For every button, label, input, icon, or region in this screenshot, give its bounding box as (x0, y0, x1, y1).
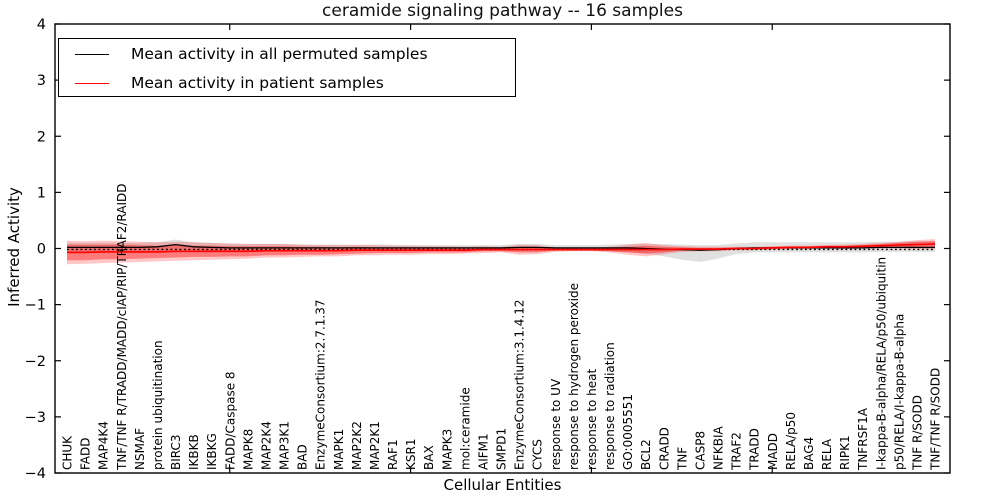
x-category-label: EnzymeConsortium:2.7.1.37 (314, 299, 328, 470)
x-category-label: BAD (296, 444, 310, 470)
x-category-label: RELA (820, 438, 834, 470)
x-category-label: TNF (675, 447, 689, 471)
x-category-label: protein ubiquitination (151, 340, 165, 470)
x-category-label: BAX (422, 445, 436, 470)
x-category-label: TNF R/SODD (910, 395, 924, 471)
x-category-label: MAPK3 (440, 429, 454, 470)
x-category-label: MAP2K1 (368, 421, 382, 470)
x-category-label: TNF/TNF R/TRADD/MADD/cIAP/RIP/TRAF2/RAID… (115, 184, 129, 472)
x-axis-label: Cellular Entities (443, 476, 562, 494)
x-category-label: response to hydrogen peroxide (567, 283, 581, 470)
x-category-label: BAG4 (802, 437, 816, 470)
y-tick-label: −3 (25, 410, 46, 426)
legend-label-permuted: Mean activity in all permuted samples (131, 44, 428, 63)
x-category-label: IKBKG (205, 433, 219, 470)
x-category-label: response to heat (585, 368, 599, 470)
x-category-label: SMPD1 (495, 428, 509, 470)
x-category-label: I-kappa-B-alpha/RELA/p50/ubiquitin (874, 257, 888, 470)
x-category-label: TRADD (748, 428, 762, 471)
x-category-label: mol:ceramide (458, 387, 472, 470)
x-category-label: response to UV (549, 378, 563, 470)
legend: Mean activity in all permuted samples Me… (58, 38, 516, 97)
x-category-label: AIFM1 (476, 433, 490, 470)
x-category-label: MAP3K1 (278, 421, 292, 470)
x-category-label: NFKBIA (712, 425, 726, 470)
x-category-label: FADD/Caspase 8 (223, 371, 237, 470)
x-category-label: FADD (79, 438, 93, 471)
chart-title: ceramide signaling pathway -- 16 samples (322, 1, 683, 21)
y-tick-label: 3 (37, 73, 46, 89)
y-tick-label: −2 (25, 354, 46, 370)
x-category-label: CRADD (657, 427, 671, 470)
x-category-label: MADD (766, 433, 780, 470)
x-category-label: RIPK1 (838, 435, 852, 470)
legend-item-permuted: Mean activity in all permuted samples (59, 40, 515, 69)
x-category-label: BCL2 (639, 439, 653, 470)
x-category-label: KSR1 (404, 439, 418, 470)
x-category-label: CYCS (531, 439, 545, 470)
y-tick-label: 1 (37, 185, 46, 201)
x-category-label: MAPK8 (241, 429, 255, 470)
x-category-label: RELA/p50 (784, 412, 798, 470)
x-category-label: TNFRSF1A (856, 407, 870, 471)
y-tick-label: 0 (37, 242, 46, 258)
x-category-label: MAP2K2 (350, 421, 364, 470)
x-category-label: MAP2K4 (259, 421, 273, 470)
legend-item-patient: Mean activity in patient samples (59, 69, 515, 98)
y-tick-label: 4 (37, 17, 46, 33)
legend-label-patient: Mean activity in patient samples (131, 73, 384, 92)
y-axis-label: Inferred Activity (5, 187, 23, 307)
permuted-std-band (67, 239, 935, 262)
x-category-label: CASP8 (693, 431, 707, 470)
x-category-label: MAPK1 (332, 429, 346, 470)
x-category-label: MAP4K4 (97, 421, 111, 470)
x-category-label: p50/RELA/I-kappa-B-alpha (892, 314, 906, 470)
y-tick-label: 2 (37, 129, 46, 145)
permuted-line-swatch (75, 54, 109, 55)
x-category-label: GO:0005551 (621, 394, 635, 470)
x-category-label: NSMAF (133, 428, 147, 470)
y-tick-label: −4 (25, 466, 46, 482)
y-tick-label: −1 (25, 298, 46, 314)
x-category-label: RAF1 (386, 439, 400, 470)
patient-mean-line (67, 243, 936, 254)
x-category-label: response to radiation (603, 342, 617, 470)
x-category-label: TRAF2 (730, 432, 744, 471)
x-category-label: CHUK (61, 435, 75, 470)
x-category-label: BIRC3 (169, 434, 183, 470)
patient-line-swatch (75, 83, 109, 84)
x-category-label: IKBKB (187, 434, 201, 470)
patient-inner-band (67, 241, 935, 261)
x-category-label: EnzymeConsortium:3.1.4.12 (513, 299, 527, 470)
x-category-label: TNF/TNF R/SODD (929, 368, 943, 471)
patient-outer-band (67, 239, 935, 265)
